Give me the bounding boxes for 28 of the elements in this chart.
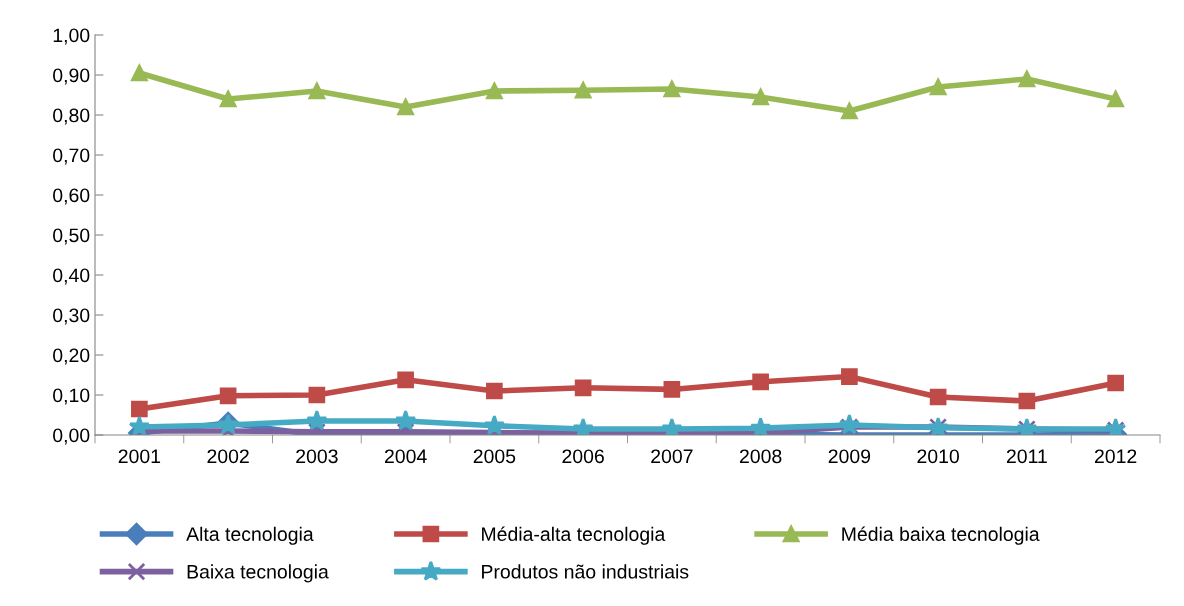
y-tick-label: 0,70: [53, 148, 90, 165]
legend-label: Alta tecnologia: [186, 526, 314, 545]
x-tick-label: 2012: [1094, 449, 1137, 464]
x-tick-label: 2009: [828, 449, 871, 464]
y-tick-label: 0,10: [53, 388, 90, 405]
y-tick-label: 0,60: [53, 188, 90, 205]
x-tick-label: 2004: [384, 449, 427, 464]
y-tick-label: 0,00: [53, 428, 90, 445]
y-tick-label: 0,30: [53, 308, 90, 325]
x-tick-label: 2010: [917, 449, 959, 464]
legend-label: Baixa tecnologia: [187, 564, 329, 583]
x-tick-label: 2011: [1006, 449, 1047, 464]
x-tick-label: 2002: [207, 449, 249, 464]
x-tick-label: 2008: [739, 449, 782, 464]
x-tick-label: 2006: [562, 449, 604, 464]
y-tick-label: 0,50: [53, 228, 90, 245]
y-tick-label: 1,00: [53, 28, 90, 45]
x-tick-label: 2003: [296, 449, 338, 464]
y-tick-label: 0,80: [53, 108, 90, 125]
y-tick-label: 0,90: [53, 68, 90, 85]
y-tick-label: 0,20: [53, 348, 90, 365]
legend-label: Média-alta tecnologia: [482, 526, 666, 545]
x-tick-label: 2005: [473, 449, 516, 464]
x-tick-label: 2001: [118, 449, 161, 464]
legend-label: Média baixa tecnologia: [842, 526, 1040, 545]
y-tick-label: 0,40: [53, 268, 90, 285]
x-tick-label: 2007: [651, 449, 693, 464]
legend-label: Produtos não industriais: [482, 564, 689, 579]
